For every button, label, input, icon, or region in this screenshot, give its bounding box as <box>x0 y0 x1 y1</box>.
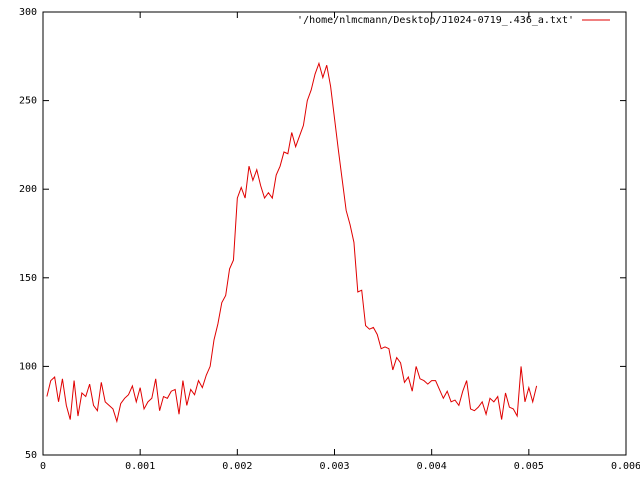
legend-label: '/home/nlmcmann/Desktop/J1024-0719_.436_… <box>297 15 574 26</box>
x-tick-label: 0 <box>40 461 46 472</box>
x-tick-label: 0.002 <box>222 461 252 472</box>
y-tick-label: 200 <box>19 184 37 195</box>
x-tick-label: 0.004 <box>417 461 447 472</box>
y-tick-label: 150 <box>19 273 37 284</box>
plot-border <box>42 11 627 456</box>
y-tick-label: 50 <box>25 450 37 461</box>
x-tick-label: 0.006 <box>611 461 640 472</box>
x-tick-label: 0.001 <box>125 461 155 472</box>
y-tick-label: 100 <box>19 361 37 372</box>
y-tick-label: 250 <box>19 96 37 107</box>
y-tick-label: 300 <box>19 7 37 18</box>
x-tick-label: 0.005 <box>514 461 544 472</box>
x-tick-label: 0.003 <box>319 461 349 472</box>
data-line <box>46 61 538 424</box>
